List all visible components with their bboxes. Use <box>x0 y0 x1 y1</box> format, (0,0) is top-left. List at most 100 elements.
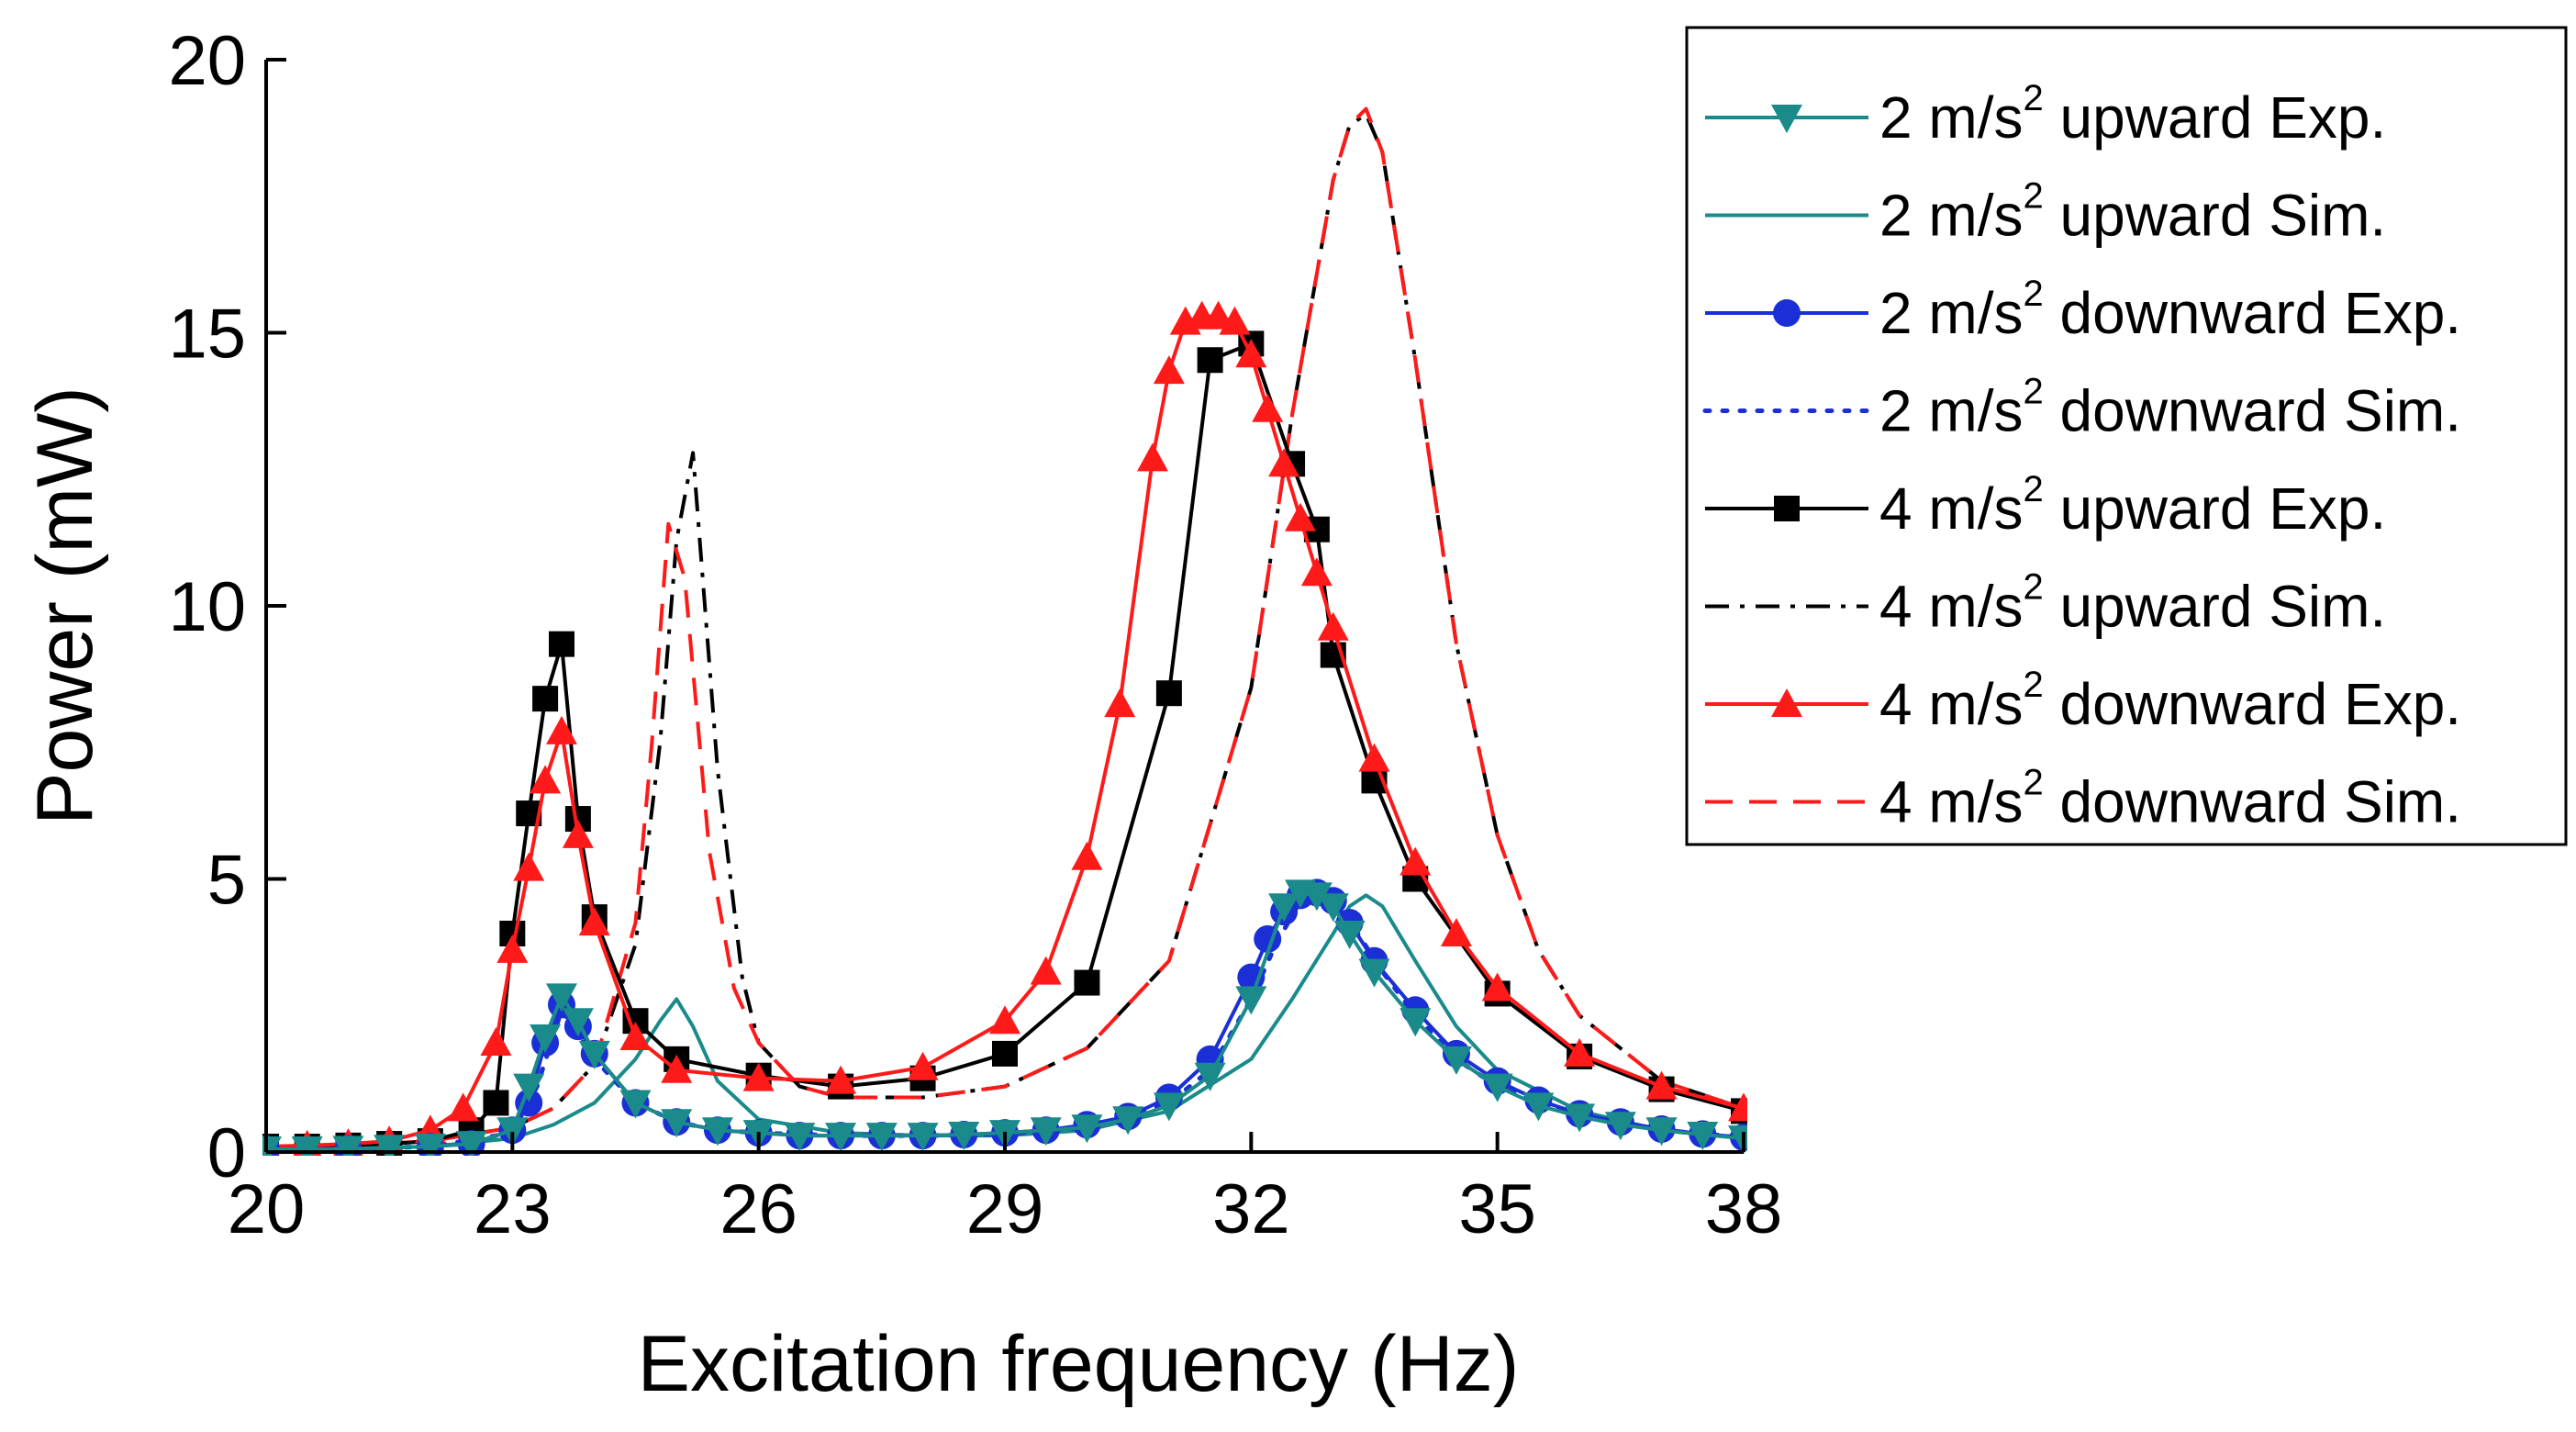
data-point <box>742 1062 775 1091</box>
data-point <box>496 934 529 963</box>
data-point <box>549 631 574 657</box>
data-point <box>578 907 610 936</box>
legend-label: 2 m/s2 upward Sim. <box>1879 176 2386 249</box>
data-point <box>1358 958 1390 988</box>
legend-box <box>1685 26 2568 846</box>
y-tick-label: 5 <box>207 842 246 920</box>
series-7 <box>265 106 1745 1150</box>
legend-label: 4 m/s2 upward Sim. <box>1879 567 2386 640</box>
data-point <box>1317 611 1349 641</box>
data-point <box>513 852 545 881</box>
data-point <box>1219 306 1251 335</box>
legend-marker <box>1771 105 1802 133</box>
data-point <box>1030 1117 1062 1147</box>
x-tick-label: 23 <box>474 1170 552 1248</box>
legend-item: 4 m/s2 upward Exp. <box>1705 469 2386 542</box>
data-point <box>1268 893 1300 923</box>
data-point <box>1194 1062 1226 1091</box>
legend-item: 2 m/s2 downward Sim. <box>1702 372 2461 444</box>
data-point <box>907 1051 939 1080</box>
data-point <box>1153 1092 1185 1122</box>
data-point <box>701 1117 733 1147</box>
data-point <box>1071 841 1103 870</box>
y-tick-label: 10 <box>168 568 246 646</box>
axes: 20 23 26 29 32 35 38 0 5 10 15 20 Excitation frequen… <box>21 22 1782 1408</box>
data-point <box>1235 986 1267 1015</box>
legend-label: 4 m/s2 upward Exp. <box>1879 469 2386 542</box>
x-tick-label: 35 <box>1458 1170 1536 1248</box>
y-axis-title: Power (mW) <box>21 386 109 825</box>
data-point <box>455 1131 487 1156</box>
data-point <box>1440 918 1472 946</box>
legend-item: 2 m/s2 upward Exp. <box>1705 78 2386 151</box>
legend: 2 m/s2 upward Exp. 2 m/s2 upward Sim. 2 m/… <box>1685 26 2568 846</box>
legend-marker <box>1774 496 1800 521</box>
data-point <box>1687 1121 1719 1150</box>
series-line <box>265 112 1745 1150</box>
series-4 <box>262 330 1747 1156</box>
data-point <box>661 1054 693 1083</box>
data-point <box>661 1109 693 1138</box>
data-point <box>530 1024 562 1054</box>
x-axis-title: Excitation frequency (Hz) <box>638 1320 1520 1408</box>
data-point <box>1300 557 1333 587</box>
data-point <box>1400 1008 1432 1037</box>
data-point <box>1728 1092 1747 1122</box>
y-tick-label: 0 <box>207 1114 246 1192</box>
data-point <box>619 1090 652 1119</box>
data-point <box>1074 969 1100 996</box>
data-point <box>784 1123 816 1152</box>
data-point <box>1030 956 1062 985</box>
data-point <box>447 1092 479 1122</box>
data-point <box>1333 921 1366 949</box>
data-point <box>1317 893 1349 923</box>
data-point <box>992 1040 1018 1067</box>
legend-item: 4 m/s2 downward Sim. <box>1705 763 2461 835</box>
x-tick-label: 32 <box>1212 1170 1290 1248</box>
plot-area <box>262 106 1747 1156</box>
data-point <box>1300 882 1333 912</box>
data-point <box>562 1008 594 1037</box>
series-6 <box>262 300 1747 1156</box>
legend-label: 2 m/s2 downward Sim. <box>1879 372 2461 444</box>
legend-label: 2 m/s2 downward Exp. <box>1879 274 2461 346</box>
data-point <box>1400 846 1432 876</box>
data-point <box>1522 1092 1555 1122</box>
x-tick-label: 38 <box>1705 1170 1783 1248</box>
data-point <box>546 715 577 744</box>
x-tick-label: 20 <box>228 1170 306 1248</box>
data-point <box>989 1005 1020 1035</box>
legend-marker <box>1773 299 1801 327</box>
data-point <box>619 1022 652 1051</box>
data-point <box>414 1134 446 1156</box>
data-point <box>825 1123 857 1152</box>
data-point <box>1104 688 1136 718</box>
data-point <box>291 1136 323 1156</box>
legend-item: 4 m/s2 downward Exp. <box>1705 665 2461 737</box>
data-point <box>1153 355 1185 385</box>
data-point <box>1564 1037 1596 1067</box>
data-point <box>1252 393 1284 422</box>
legend-label: 4 m/s2 downward Sim. <box>1879 763 2461 835</box>
data-point <box>907 1123 939 1152</box>
series-line <box>265 106 1745 1150</box>
legend-label: 2 m/s2 upward Exp. <box>1879 78 2386 151</box>
data-point <box>1155 680 1182 707</box>
data-point <box>1645 1070 1678 1100</box>
legend-item: 2 m/s2 downward Exp. <box>1705 274 2461 346</box>
legend-label: 4 m/s2 downward Exp. <box>1879 665 2461 737</box>
data-point <box>1071 1114 1103 1144</box>
data-point <box>1235 339 1267 368</box>
data-point <box>332 1136 364 1156</box>
data-point <box>1268 448 1300 477</box>
data-point <box>1137 442 1168 472</box>
data-point <box>530 765 562 794</box>
data-point <box>1564 1103 1596 1133</box>
data-point <box>1481 1073 1513 1102</box>
x-tick-label: 26 <box>719 1170 797 1248</box>
data-point <box>532 686 559 712</box>
data-point <box>1197 347 1223 374</box>
data-point <box>825 1065 857 1094</box>
data-point <box>546 983 577 1012</box>
